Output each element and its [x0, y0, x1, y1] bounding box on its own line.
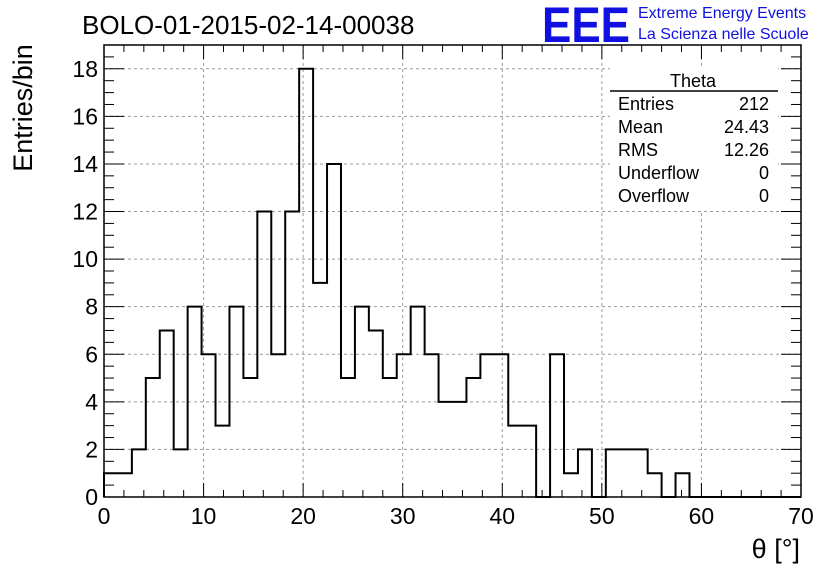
x-tick-label: 50	[589, 503, 615, 529]
x-tick-label: 30	[390, 503, 416, 529]
histogram-outline	[103, 67, 801, 498]
axis-ticks	[103, 44, 802, 498]
stats-label: Mean	[618, 117, 663, 137]
plot-frame	[103, 44, 802, 498]
logo-mark: EEE	[542, 0, 630, 53]
y-tick-label: 14	[72, 151, 98, 177]
logo: EEE Extreme Energy Events La Scienza nel…	[542, 0, 809, 53]
stats-label: Underflow	[618, 163, 700, 183]
logo-line1: Extreme Energy Events	[638, 5, 806, 22]
stats-title: Theta	[670, 71, 717, 91]
y-tick-label: 6	[85, 341, 98, 367]
stats-rows: Entries 212 Mean 24.43 RMS 12.26 Underflow 0 Ove…	[618, 94, 769, 206]
y-tick-label: 8	[85, 294, 98, 320]
stats-value: 12.26	[724, 140, 769, 160]
x-tick-labels: 0 10 20 30 40 50 60 70	[98, 503, 814, 529]
y-tick-label: 16	[72, 103, 98, 129]
x-tick-label: 70	[788, 503, 814, 529]
x-axis-label: θ [°]	[752, 534, 800, 564]
y-tick-label: 12	[72, 199, 98, 225]
y-tick-label: 10	[72, 246, 98, 272]
stats-box: Theta Entries 212 Mean 24.43 RMS 12.26 Underfl…	[610, 68, 778, 210]
x-tick-label: 20	[290, 503, 316, 529]
stats-value: 24.43	[724, 117, 769, 137]
chart-title: BOLO-01-2015-02-14-00038	[82, 10, 414, 40]
x-tick-label: 40	[489, 503, 515, 529]
y-tick-label: 18	[72, 56, 98, 82]
x-tick-label: 10	[191, 503, 217, 529]
y-tick-label: 4	[85, 389, 98, 415]
logo-line2: La Scienza nelle Scuole	[638, 26, 809, 43]
stats-value: 0	[759, 186, 769, 206]
x-tick-label: 60	[689, 503, 715, 529]
y-tick-label: 0	[85, 484, 98, 510]
x-tick-label: 0	[98, 503, 111, 529]
stats-label: Entries	[618, 94, 674, 114]
y-tick-labels: 0 2 4 6 8 10 12 14 16 18	[72, 56, 98, 510]
stats-value: 0	[759, 163, 769, 183]
stats-label: RMS	[618, 140, 658, 160]
y-tick-label: 2	[85, 436, 98, 462]
y-axis-label: Entries/bin	[8, 44, 38, 172]
stats-label: Overflow	[618, 186, 690, 206]
stats-value: 212	[739, 94, 769, 114]
